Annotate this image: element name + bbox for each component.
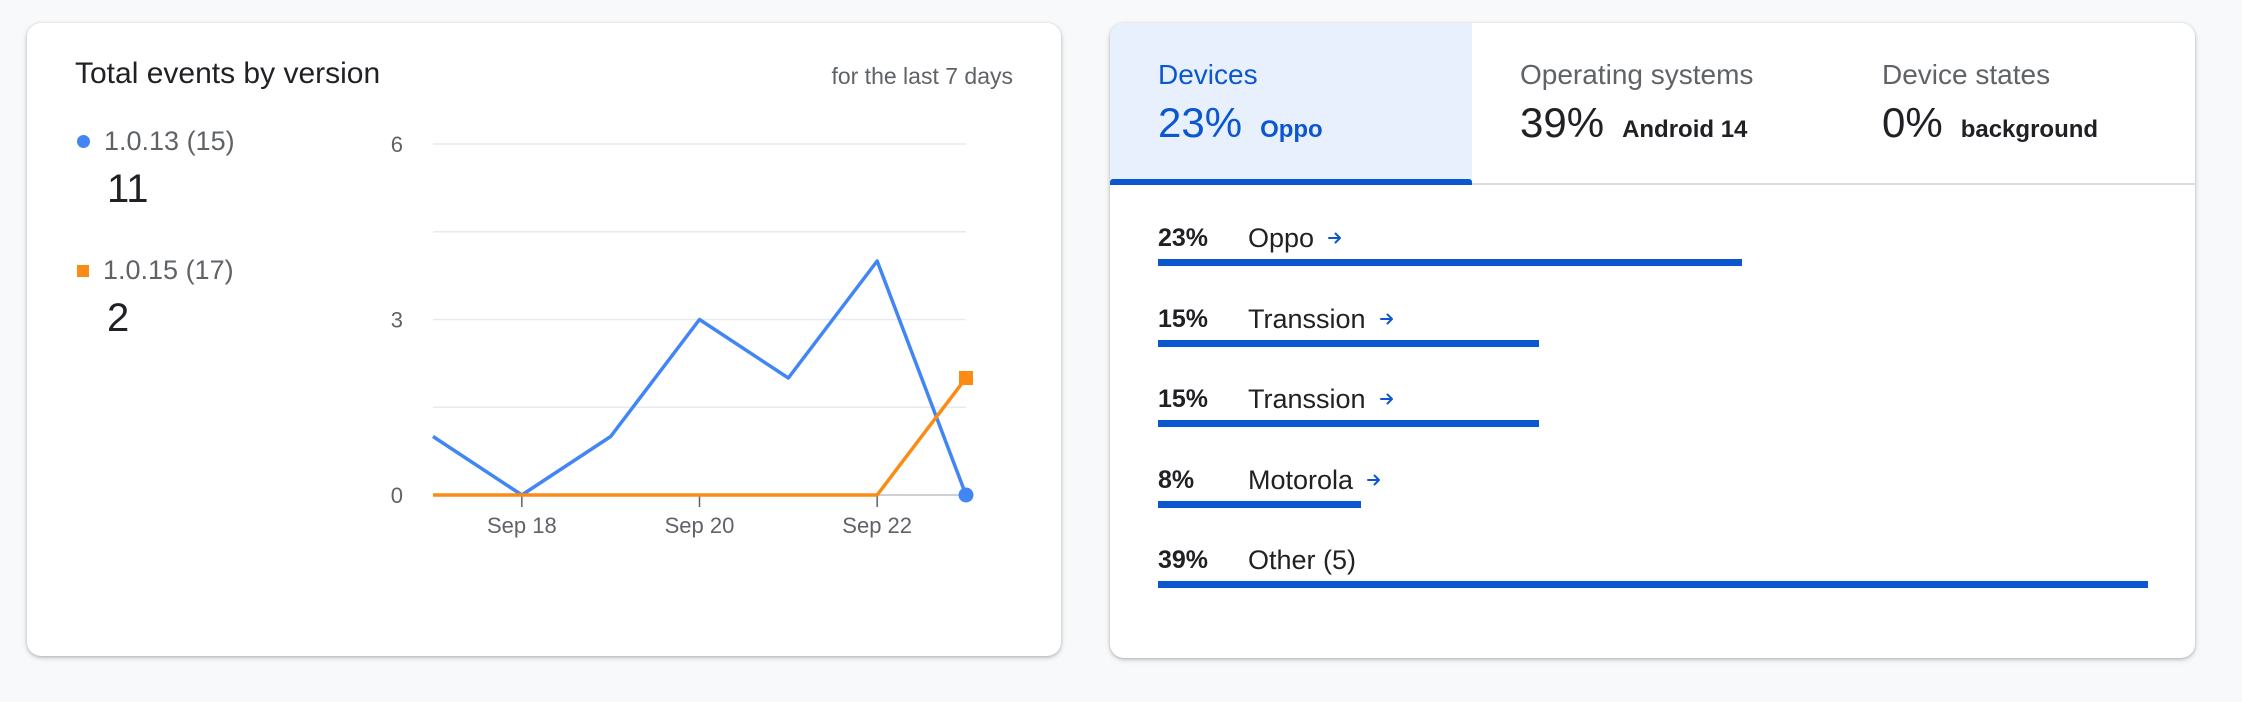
- row-percent: 23%: [1158, 223, 1209, 252]
- legend-version-label: 1.0.13 (15): [104, 126, 235, 156]
- legend-label: 1.0.13 (15): [77, 126, 235, 157]
- row-label: Oppo: [1248, 222, 1315, 253]
- series-line-1: [432, 259, 968, 497]
- tab-top-name: Oppo: [1260, 116, 1323, 143]
- arrow-right-icon[interactable]: [1365, 471, 1383, 489]
- legend-item-version-2[interactable]: 1.0.15 (17) 2: [77, 255, 234, 341]
- tab-stat: 23% Oppo: [1158, 99, 1323, 147]
- legend-version-count: 2: [107, 296, 130, 340]
- legend-item-version-1[interactable]: 1.0.13 (15) 11: [77, 126, 235, 212]
- y-tick-label: 3: [391, 308, 403, 333]
- legend-label: 1.0.15 (17): [77, 255, 234, 286]
- row-label: Motorola: [1248, 464, 1354, 495]
- device-row-oppo[interactable]: 23% Oppo: [1158, 221, 2148, 266]
- device-row-motorola[interactable]: 8% Motorola: [1158, 463, 2148, 508]
- x-tick-label: Sep 22: [842, 513, 912, 538]
- tab-device-states[interactable]: Device states 0% background: [1834, 23, 2195, 183]
- square-marker-icon: [77, 264, 89, 277]
- series-end-point-2: [959, 371, 973, 385]
- events-by-version-card: Total events by version for the last 7 d…: [27, 23, 1061, 656]
- tab-label: Operating systems: [1520, 59, 1754, 90]
- tab-top-name: Android 14: [1622, 116, 1748, 143]
- row-share-bar: [1158, 501, 1361, 508]
- tab-top-percent: 0%: [1882, 99, 1943, 146]
- x-tick-label: Sep 20: [665, 513, 735, 538]
- row-share-bar: [1158, 581, 2148, 588]
- row-label: Transsion: [1248, 303, 1366, 334]
- tab-label: Devices: [1158, 59, 1258, 90]
- device-row-other: 39% Other (5): [1158, 543, 2148, 588]
- series-end-point-1: [958, 487, 974, 503]
- row-percent: 15%: [1158, 304, 1209, 333]
- card-title: Total events by version: [75, 57, 381, 90]
- tab-top-percent: 39%: [1520, 99, 1605, 146]
- tab-stat: 0% background: [1882, 99, 2098, 147]
- events-line-chart: 0 3 6 Sep 18 Sep 20 Sep 22: [391, 132, 974, 538]
- legend-version-label: 1.0.15 (17): [103, 255, 234, 285]
- row-share-bar: [1158, 259, 1743, 266]
- device-row-transsion[interactable]: 15% Transsion: [1158, 302, 2148, 347]
- device-row-transsion-2[interactable]: 15% Transsion: [1158, 382, 2148, 427]
- device-breakdown-card: Devices 23% Oppo Operating systems 39% A…: [1110, 23, 2195, 658]
- row-share-bar: [1158, 420, 1540, 427]
- row-label: Other (5): [1248, 544, 1357, 575]
- breakdown-tabs: Devices 23% Oppo Operating systems 39% A…: [1110, 23, 2195, 185]
- y-tick-label: 0: [391, 483, 403, 508]
- arrow-right-icon[interactable]: [1378, 310, 1396, 328]
- card-subtitle: for the last 7 days: [831, 63, 1013, 89]
- row-percent: 8%: [1158, 465, 1195, 494]
- tab-label: Device states: [1882, 59, 2051, 90]
- row-percent: 39%: [1158, 545, 1209, 574]
- series-line-2: [433, 376, 968, 497]
- tab-top-percent: 23%: [1158, 99, 1243, 146]
- circle-marker-icon: [77, 135, 90, 148]
- tab-top-name: background: [1960, 116, 2099, 143]
- tab-stat: 39% Android 14: [1520, 99, 1747, 147]
- arrow-right-icon[interactable]: [1378, 390, 1396, 408]
- arrow-right-icon[interactable]: [1326, 229, 1344, 247]
- row-label: Transsion: [1248, 383, 1366, 414]
- y-tick-label: 6: [391, 132, 403, 157]
- legend-version-count: 11: [107, 167, 149, 211]
- row-share-bar: [1158, 340, 1540, 347]
- row-percent: 15%: [1158, 384, 1209, 413]
- x-tick-label: Sep 18: [487, 513, 557, 538]
- tab-devices[interactable]: Devices 23% Oppo: [1110, 23, 1472, 185]
- tab-operating-systems[interactable]: Operating systems 39% Android 14: [1472, 23, 1834, 183]
